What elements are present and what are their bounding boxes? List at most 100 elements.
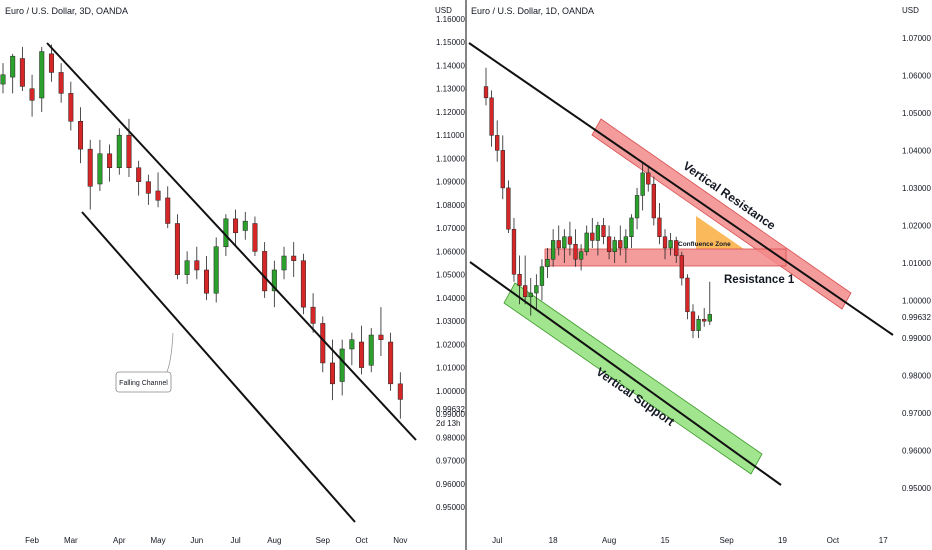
candle-body bbox=[511, 228, 517, 275]
price-tick-label: 1.05000 bbox=[902, 109, 931, 118]
candle-body bbox=[39, 51, 45, 99]
candle-body bbox=[523, 285, 528, 298]
time-tick-label: Oct bbox=[355, 536, 368, 545]
price-tick-label: 1.14000 bbox=[436, 61, 465, 70]
time-tick-label: Jun bbox=[190, 536, 203, 545]
time-tick-label: Aug bbox=[602, 536, 616, 545]
left-currency-label: USD bbox=[435, 6, 452, 15]
time-tick-label: 18 bbox=[549, 536, 558, 545]
candle-body bbox=[204, 269, 209, 294]
price-tick-label: 0.99000 bbox=[436, 410, 465, 419]
candle-body bbox=[539, 266, 545, 286]
candle-body bbox=[545, 258, 550, 268]
price-tick-label: 1.06000 bbox=[436, 247, 465, 256]
candle-body bbox=[528, 292, 533, 298]
candle-body bbox=[242, 220, 248, 231]
candle-body bbox=[368, 334, 374, 366]
candle-body bbox=[271, 269, 277, 292]
candle-body bbox=[116, 134, 122, 168]
resistance-1-zone bbox=[544, 248, 787, 267]
time-tick-label: May bbox=[150, 536, 165, 545]
candle-body bbox=[174, 223, 180, 275]
time-tick-label: 15 bbox=[661, 536, 670, 545]
candle-body bbox=[595, 225, 601, 241]
price-tick-label: 1.11000 bbox=[436, 131, 465, 140]
support-trendline bbox=[469, 261, 782, 486]
candle-body bbox=[397, 383, 403, 400]
candle-body bbox=[702, 319, 707, 322]
candle-body bbox=[578, 251, 584, 260]
candle-body bbox=[136, 167, 142, 182]
candle-body bbox=[78, 120, 84, 150]
candle-body bbox=[233, 218, 239, 234]
candle-body bbox=[155, 190, 161, 201]
price-tick-label: 0.96000 bbox=[902, 447, 931, 456]
candle-body bbox=[550, 240, 556, 260]
time-tick-label: Jul bbox=[492, 536, 502, 545]
candle-body bbox=[662, 236, 668, 249]
time-tick-label: Feb bbox=[25, 536, 39, 545]
price-tick-label: 1.04000 bbox=[436, 294, 465, 303]
candle-body bbox=[48, 53, 54, 73]
candle-body bbox=[534, 285, 539, 294]
time-tick-label: Sep bbox=[719, 536, 734, 545]
right-price-axis: 1.07000 1.06000 1.05000 1.04000 1.03000 1.020… bbox=[902, 34, 931, 493]
price-tick-label: 1.03000 bbox=[902, 184, 931, 193]
candle-body bbox=[329, 362, 335, 385]
price-tick-label: 1.04000 bbox=[902, 146, 931, 155]
candle-body bbox=[562, 236, 567, 249]
callout-box bbox=[115, 371, 172, 393]
candle-body bbox=[300, 260, 306, 308]
falling-channel-label: Falling Channel bbox=[119, 380, 168, 387]
candle-body bbox=[674, 240, 679, 256]
candle-body bbox=[696, 319, 701, 331]
price-tick-label: 1.15000 bbox=[436, 38, 465, 47]
price-tick-label: 1.01000 bbox=[436, 364, 465, 373]
price-tick-label: 0.95000 bbox=[436, 503, 465, 512]
candle-body bbox=[612, 240, 617, 252]
candle-body bbox=[634, 195, 640, 219]
candle-body bbox=[213, 246, 219, 294]
right-zones bbox=[503, 118, 852, 475]
candle-body bbox=[29, 88, 35, 101]
candle-body bbox=[262, 251, 268, 292]
candle-body bbox=[126, 134, 132, 168]
candle-body bbox=[320, 323, 326, 364]
candle-body bbox=[339, 348, 345, 382]
candle-body bbox=[184, 260, 190, 275]
price-tick-label: 1.07000 bbox=[902, 34, 931, 43]
candle-body bbox=[194, 260, 200, 271]
candle-body bbox=[489, 97, 494, 136]
candle-body bbox=[10, 55, 16, 78]
time-tick-label: 17 bbox=[879, 536, 888, 545]
candle-body bbox=[145, 181, 151, 194]
left-time-axis: Feb Mar Apr May Jun Jul Aug Sep Oct Nov bbox=[25, 536, 407, 545]
price-tick-label: 1.00000 bbox=[436, 387, 465, 396]
price-tick-label: 1.02000 bbox=[436, 340, 465, 349]
candle-body bbox=[657, 217, 662, 237]
resistance-trendline bbox=[468, 42, 894, 336]
candle-body bbox=[506, 187, 511, 230]
candle-body bbox=[58, 72, 64, 94]
callout-pointer bbox=[165, 332, 174, 375]
candle-body bbox=[590, 232, 595, 241]
left-chart-pane[interactable]: Falling Channel bbox=[0, 42, 417, 523]
candle-body bbox=[0, 74, 6, 85]
price-tick-label: 1.00000 bbox=[902, 297, 931, 306]
candle-body bbox=[690, 311, 696, 331]
resistance-1-label: Resistance 1 bbox=[724, 274, 795, 286]
time-tick-label: Aug bbox=[267, 536, 281, 545]
right-chart-title: Euro / U.S. Dollar, 1D, OANDA bbox=[471, 6, 594, 16]
candle-body bbox=[584, 232, 589, 252]
time-tick-label: Mar bbox=[64, 536, 78, 545]
candle-body bbox=[388, 341, 394, 385]
candle-body bbox=[310, 306, 316, 324]
candle-body bbox=[606, 236, 612, 252]
price-tick-label: 1.16000 bbox=[436, 15, 465, 24]
candle-body bbox=[97, 153, 103, 185]
candle-body bbox=[87, 148, 93, 187]
left-annotations: Falling Channel bbox=[46, 42, 417, 523]
candle-body bbox=[378, 334, 384, 340]
